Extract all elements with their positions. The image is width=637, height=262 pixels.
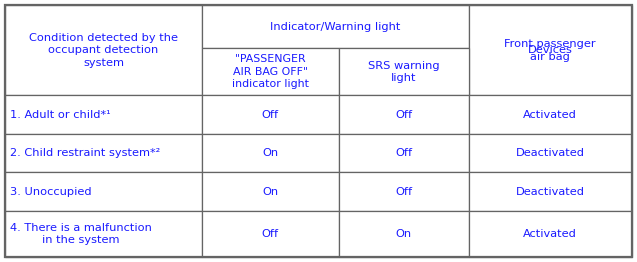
Bar — [469, 5, 632, 95]
Text: SRS warning
light: SRS warning light — [368, 61, 440, 83]
Bar — [5, 172, 202, 211]
Bar — [202, 211, 338, 257]
Text: On: On — [262, 148, 278, 158]
Bar — [338, 172, 469, 211]
Text: Front passenger
air bag: Front passenger air bag — [505, 39, 596, 62]
Text: Indicator/Warning light: Indicator/Warning light — [270, 22, 401, 32]
Bar — [5, 5, 202, 95]
Text: Off: Off — [395, 148, 412, 158]
Bar — [338, 48, 469, 95]
Bar — [5, 95, 202, 134]
Bar — [469, 134, 632, 172]
Text: 2. Child restraint system*²: 2. Child restraint system*² — [10, 148, 161, 158]
Text: Off: Off — [395, 187, 412, 197]
Bar — [338, 211, 469, 257]
Bar — [202, 48, 338, 95]
Text: Off: Off — [395, 110, 412, 120]
Text: Condition detected by the
occupant detection
system: Condition detected by the occupant detec… — [29, 33, 178, 68]
Bar — [469, 95, 632, 134]
Text: On: On — [262, 187, 278, 197]
Text: "PASSENGER
AIR BAG OFF"
indicator light: "PASSENGER AIR BAG OFF" indicator light — [232, 54, 309, 89]
Bar — [338, 134, 469, 172]
Bar — [202, 5, 469, 48]
Text: Off: Off — [262, 229, 279, 239]
Text: Activated: Activated — [523, 110, 577, 120]
Text: On: On — [396, 229, 412, 239]
Bar — [338, 95, 469, 134]
Text: Devices: Devices — [528, 45, 573, 55]
Bar — [202, 172, 338, 211]
Text: Deactivated: Deactivated — [516, 187, 585, 197]
Bar — [5, 134, 202, 172]
Bar — [469, 172, 632, 211]
Text: Activated: Activated — [523, 229, 577, 239]
Bar — [469, 211, 632, 257]
Bar — [202, 134, 338, 172]
Bar — [202, 95, 338, 134]
Text: 4. There is a malfunction
in the system: 4. There is a malfunction in the system — [10, 223, 152, 245]
Text: 3. Unoccupied: 3. Unoccupied — [10, 187, 92, 197]
Bar — [5, 211, 202, 257]
Text: Off: Off — [262, 110, 279, 120]
Text: Deactivated: Deactivated — [516, 148, 585, 158]
Text: 1. Adult or child*¹: 1. Adult or child*¹ — [10, 110, 111, 120]
